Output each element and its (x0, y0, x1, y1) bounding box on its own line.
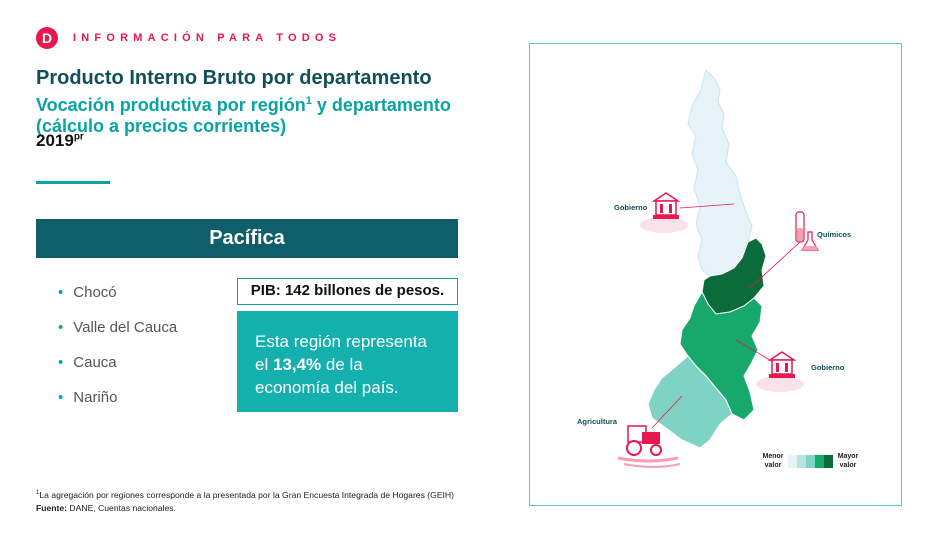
page-title: Producto Interno Bruto por departamento (36, 67, 432, 89)
department-choco (687, 69, 753, 277)
legend-swatch (815, 455, 824, 468)
dane-logo: D (36, 27, 58, 49)
legend-min-label: Menor valor (762, 453, 784, 469)
government-building-icon (756, 351, 804, 392)
map-label-valle: Químicos (817, 230, 852, 239)
chemicals-flask-icon (795, 211, 820, 251)
leader-line (749, 241, 801, 289)
leader-line (651, 395, 683, 429)
region-map (617, 69, 833, 468)
legend-swatch (788, 455, 797, 468)
department-narino (647, 355, 733, 449)
footnote-ref: 1 (305, 95, 312, 107)
divider (36, 181, 110, 184)
legend-swatch (824, 455, 833, 468)
list-item: Chocó (58, 283, 177, 318)
department-cauca (679, 290, 763, 421)
map-label-choco: Gobierno (614, 203, 648, 212)
tractor-icon (617, 425, 681, 468)
share-value: 13,4% (272, 355, 322, 374)
list-item: Cauca (58, 353, 177, 388)
year-label: 2019pr (36, 131, 84, 150)
list-item: Nariño (58, 388, 177, 423)
legend-swatch (806, 455, 815, 468)
government-building-icon (640, 192, 688, 233)
page-subtitle: Vocación productiva por región1 y depart… (36, 95, 451, 136)
share-box: Esta región representa el 13,4% de la ec… (237, 311, 458, 412)
legend-max-label: Mayor valor (837, 453, 859, 469)
map-panel: Gobierno Químicos Gobierno Agricultura M… (529, 43, 902, 506)
region-banner: Pacífica (36, 219, 458, 258)
pib-box: PIB: 142 billones de pesos. (237, 278, 458, 305)
legend-swatch (797, 455, 806, 468)
map-label-cauca: Gobierno (811, 363, 845, 372)
leader-line (679, 203, 735, 209)
footnote: 1La agregación por regiones corresponde … (36, 489, 455, 513)
department-list: Chocó Valle del Cauca Cauca Nariño (58, 283, 177, 423)
list-item: Valle del Cauca (58, 318, 177, 353)
brand-tagline: INFORMACIÓN PARA TODOS (73, 32, 342, 44)
map-label-narino: Agricultura (577, 417, 618, 426)
